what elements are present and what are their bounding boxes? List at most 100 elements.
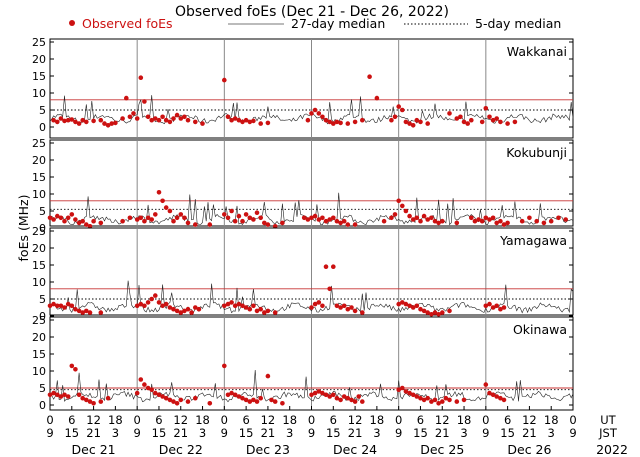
observed-point xyxy=(407,121,412,126)
y-tick-label: 0 xyxy=(39,222,46,235)
observed-point xyxy=(472,218,478,224)
observed-point xyxy=(127,215,133,221)
ut-tick-label: 18 xyxy=(282,413,297,427)
observed-point xyxy=(501,397,507,403)
observed-point xyxy=(124,95,129,101)
y-tick-label: 20 xyxy=(32,242,46,255)
observed-point xyxy=(403,119,409,125)
jst-tick-label: 21 xyxy=(348,426,363,440)
jst-tick-label: 3 xyxy=(373,426,380,440)
ut-tick-label: 6 xyxy=(68,413,75,427)
chart-title: Observed foEs (Dec 21 - Dec 26, 2022) xyxy=(175,4,449,20)
observed-point xyxy=(98,117,104,123)
observed-point xyxy=(73,119,78,125)
observed-point xyxy=(418,306,423,312)
observed-point xyxy=(461,119,467,125)
observed-point xyxy=(185,220,191,226)
day-label: Dec 22 xyxy=(159,442,203,457)
jst-tick-label: 15 xyxy=(152,426,167,440)
observed-point xyxy=(338,120,343,126)
y-tick-label: 10 xyxy=(32,365,46,378)
observed-point xyxy=(334,395,340,401)
ut-tick-label: 12 xyxy=(522,413,537,427)
observed-point xyxy=(207,222,213,227)
observed-point xyxy=(138,377,144,382)
observed-point xyxy=(142,218,147,224)
jst-tick-label: 15 xyxy=(413,426,428,440)
observed-point xyxy=(323,117,329,123)
observed-point xyxy=(280,401,285,406)
jst-tick-label: 3 xyxy=(286,426,293,440)
jst-tick-label: 3 xyxy=(199,426,206,440)
observed-point xyxy=(62,392,67,398)
observed-point xyxy=(225,301,231,307)
observed-point xyxy=(232,392,238,398)
jst-tick-label: 9 xyxy=(482,426,489,440)
station-label: Wakkanai xyxy=(507,44,567,59)
observed-point xyxy=(98,310,104,315)
observed-point xyxy=(331,392,336,398)
observed-point xyxy=(323,392,329,398)
observed-point xyxy=(62,118,67,124)
observed-point xyxy=(222,303,227,309)
observed-point xyxy=(490,392,496,398)
observed-point xyxy=(178,310,184,315)
y-tick-label: 15 xyxy=(32,348,46,361)
jst-tick-label: 21 xyxy=(173,426,188,440)
observed-point xyxy=(65,394,71,399)
panel-okinawa: 0 5 10 15 20 25 Okinawa xyxy=(32,314,574,412)
y-tick-label: 20 xyxy=(32,53,46,66)
observed-point xyxy=(47,215,53,221)
ut-tick-label: 6 xyxy=(504,413,511,427)
observed-point xyxy=(87,399,93,404)
observed-point xyxy=(171,399,176,404)
observed-point xyxy=(105,395,111,401)
observed-point xyxy=(469,215,474,221)
observed-point xyxy=(447,111,452,116)
ut-tick-label: 12 xyxy=(86,413,101,427)
observed-point xyxy=(436,312,441,317)
y-tick-label: 5 xyxy=(39,293,46,306)
observed-point xyxy=(142,99,147,104)
observed-point xyxy=(309,305,314,310)
observed-point xyxy=(519,218,525,224)
observed-point xyxy=(331,215,336,221)
observed-point xyxy=(494,394,500,399)
observed-point xyxy=(84,222,89,227)
observed-point xyxy=(236,213,242,219)
observed-point xyxy=(185,117,191,123)
observed-point xyxy=(251,217,256,222)
observed-point xyxy=(490,215,496,221)
ut-tick-label: 12 xyxy=(435,413,450,427)
observed-point xyxy=(527,215,532,221)
observed-point xyxy=(254,308,260,314)
y-tick-label: 25 xyxy=(32,225,46,238)
observed-point xyxy=(142,303,147,309)
observed-point xyxy=(149,296,154,302)
observed-point xyxy=(312,107,318,113)
day-label: Dec 25 xyxy=(420,442,464,457)
observed-point xyxy=(461,397,467,403)
jst-tick-label: 9 xyxy=(221,426,228,440)
observed-point xyxy=(483,382,489,387)
observed-point xyxy=(193,395,198,401)
observed-point xyxy=(156,190,162,195)
observed-point xyxy=(145,215,151,221)
observed-point xyxy=(312,390,318,396)
observed-point xyxy=(465,121,471,126)
observed-point xyxy=(65,117,71,123)
observed-point xyxy=(222,363,227,369)
observed-point xyxy=(51,390,56,396)
panel-yamagawa: 0 5 10 15 20 25 Yamagawa xyxy=(32,225,574,323)
observed-point xyxy=(80,395,85,401)
observed-point xyxy=(396,387,402,393)
observed-point xyxy=(149,217,154,222)
observed-point xyxy=(240,303,245,309)
observed-point xyxy=(403,208,409,214)
observed-point xyxy=(494,220,500,226)
observed-point xyxy=(91,218,96,224)
observed-point xyxy=(254,399,260,404)
background-trace xyxy=(49,369,574,403)
observed-point xyxy=(62,305,67,310)
